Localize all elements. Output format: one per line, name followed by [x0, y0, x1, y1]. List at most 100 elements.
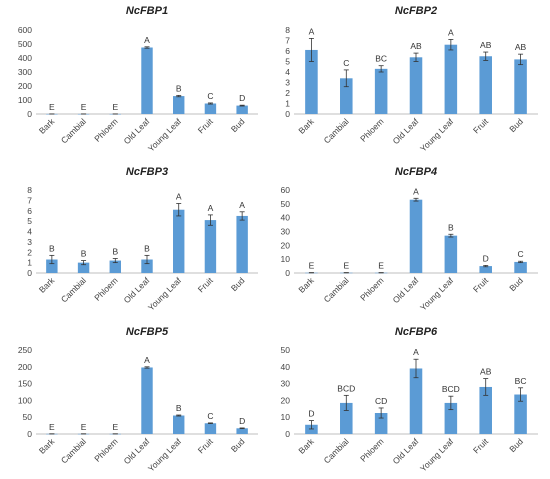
bar — [204, 220, 217, 273]
significance-letter: B — [81, 249, 87, 259]
bar — [409, 199, 423, 273]
bar — [479, 386, 492, 434]
y-tick-label: 30 — [281, 379, 291, 389]
significance-letter: D — [239, 416, 245, 426]
chart-title: NcFBP5 — [126, 326, 169, 338]
category-label: Bark — [37, 116, 57, 136]
chart-panel: NcFBP10100200300400500600EBarkECambialEP… — [18, 5, 258, 154]
y-tick-label: 50 — [23, 412, 33, 422]
bar — [340, 402, 353, 434]
bar — [479, 266, 492, 273]
category-label: Fruit — [471, 275, 491, 295]
significance-letter: E — [112, 102, 118, 112]
category-label: Bud — [507, 275, 525, 293]
y-tick-label: 4 — [285, 67, 290, 77]
significance-letter: E — [49, 422, 55, 432]
category-label: Phloem — [92, 116, 119, 143]
category-label: Young Leaf — [418, 116, 456, 154]
significance-letter: D — [308, 409, 314, 419]
bar — [340, 78, 353, 114]
category-label: Bark — [296, 275, 316, 295]
category-label: Bud — [229, 436, 247, 454]
bar — [444, 44, 458, 115]
bar — [409, 57, 423, 114]
y-tick-label: 0 — [285, 109, 290, 119]
category-label: Bark — [296, 436, 316, 456]
bar — [305, 49, 318, 115]
bar — [173, 415, 185, 434]
category-label: Old Leaf — [122, 436, 152, 466]
bar — [444, 402, 458, 434]
y-tick-label: 2 — [27, 247, 32, 257]
y-tick-label: 0 — [27, 429, 32, 439]
significance-letter: A — [176, 191, 182, 201]
y-tick-label: 8 — [27, 185, 32, 195]
bar — [46, 259, 58, 273]
category-label: Bud — [229, 116, 247, 134]
y-tick-label: 0 — [285, 268, 290, 278]
y-tick-label: 400 — [18, 53, 32, 63]
bar — [77, 262, 90, 273]
significance-letter: B — [448, 222, 454, 232]
bar — [141, 47, 153, 114]
y-tick-label: 10 — [281, 412, 291, 422]
category-label: Old Leaf — [122, 275, 152, 305]
category-label: Young Leaf — [146, 275, 184, 313]
chart-panel: NcFBP5 0 50 100 150 200 250 E Bark E Cambial E Phloe… — [18, 326, 258, 474]
y-tick-label: 20 — [281, 395, 291, 405]
category-label: Bud — [229, 275, 247, 293]
significance-letter: C — [207, 411, 213, 421]
y-tick-label: 200 — [18, 81, 32, 91]
significance-letter: A — [239, 200, 245, 210]
bar — [514, 261, 527, 273]
significance-letter: CD — [375, 396, 387, 406]
bar — [514, 59, 527, 114]
y-tick-label: 1 — [285, 99, 290, 109]
y-tick-label: 1 — [27, 258, 32, 268]
category-label: Fruit — [471, 116, 491, 136]
y-tick-label: 60 — [281, 185, 291, 195]
category-label: Old Leaf — [391, 116, 421, 146]
y-tick-label: 50 — [281, 345, 291, 355]
y-tick-label: 3 — [285, 78, 290, 88]
category-label: Bark — [37, 275, 57, 295]
category-label: Old Leaf — [391, 436, 421, 466]
significance-letter: E — [81, 102, 87, 112]
category-label: Bud — [507, 116, 525, 134]
significance-letter: E — [49, 102, 55, 112]
significance-letter: BC — [515, 376, 527, 386]
category-label: Phloem — [358, 116, 385, 143]
y-tick-label: 50 — [281, 199, 291, 209]
significance-letter: B — [144, 243, 150, 253]
y-tick-label: 30 — [281, 227, 291, 237]
significance-letter: A — [144, 35, 150, 45]
bar — [374, 413, 388, 434]
significance-letter: B — [176, 83, 182, 93]
chart-panel: NcFBP6 0 10 20 30 40 50 D Bark BCD Cambial CD Phloem… — [281, 326, 538, 474]
y-tick-label: 20 — [281, 240, 291, 250]
category-label: Bark — [296, 116, 316, 136]
category-label: Young Leaf — [146, 116, 184, 154]
category-label: Phloem — [92, 436, 119, 463]
significance-letter: BCD — [442, 384, 460, 394]
y-tick-label: 40 — [281, 213, 291, 223]
category-label: Cambial — [322, 275, 351, 304]
significance-letter: AB — [410, 41, 422, 51]
bar — [173, 209, 185, 273]
category-label: Cambial — [322, 116, 351, 145]
y-tick-label: 4 — [27, 227, 32, 237]
chart-title: NcFBP4 — [395, 166, 437, 178]
category-label: Young Leaf — [418, 275, 456, 313]
bar — [479, 56, 492, 114]
y-tick-label: 6 — [285, 46, 290, 56]
bar — [141, 259, 153, 273]
significance-letter: B — [49, 243, 55, 253]
significance-letter: C — [207, 91, 213, 101]
significance-letter: A — [448, 27, 454, 37]
bar — [236, 428, 248, 434]
y-tick-label: 300 — [18, 67, 32, 77]
significance-letter: A — [413, 347, 419, 357]
